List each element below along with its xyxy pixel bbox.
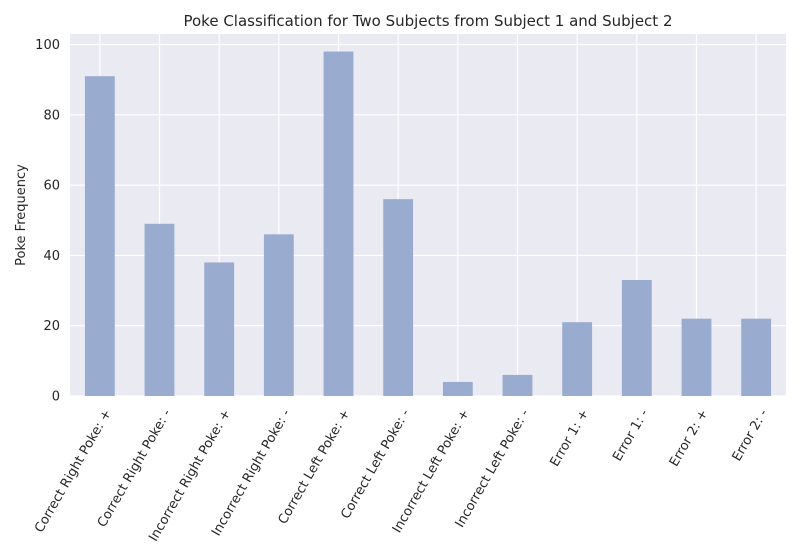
x-tick-label: Error 1: +: [548, 407, 593, 469]
x-tick-label: Correct Left Poke: -: [338, 407, 413, 522]
bar: [502, 374, 533, 396]
grid-lines: [70, 34, 786, 397]
bar: [84, 76, 115, 397]
bar: [204, 262, 235, 396]
x-tick-label: Error 1: -: [610, 407, 652, 464]
bar: [681, 318, 712, 396]
bar: [442, 381, 473, 396]
y-tick-label: 60: [43, 179, 60, 194]
bar: [741, 318, 772, 396]
y-tick-label: 40: [43, 249, 60, 264]
y-tick-label: 100: [35, 38, 60, 53]
bar: [323, 51, 354, 396]
x-tick-label: Error 2: -: [730, 407, 772, 464]
bar: [383, 199, 414, 396]
y-tick-label: 0: [52, 390, 60, 405]
y-tick-label: 80: [43, 108, 60, 123]
x-tick-label: Error 2: +: [667, 407, 712, 469]
plot-area: [70, 34, 786, 396]
bar: [144, 223, 175, 396]
bar: [562, 322, 593, 396]
bar: [621, 280, 652, 396]
x-tick-labels: Correct Right Poke: +Correct Right Poke:…: [32, 407, 771, 545]
bars: [84, 51, 772, 397]
chart-title: Poke Classification for Two Subjects fro…: [183, 12, 672, 30]
y-tick-labels: 0 20 40 60 80 100: [35, 38, 60, 404]
y-axis-title: Poke Frequency: [14, 164, 29, 266]
y-tick-label: 20: [43, 319, 60, 334]
bar: [263, 234, 294, 396]
